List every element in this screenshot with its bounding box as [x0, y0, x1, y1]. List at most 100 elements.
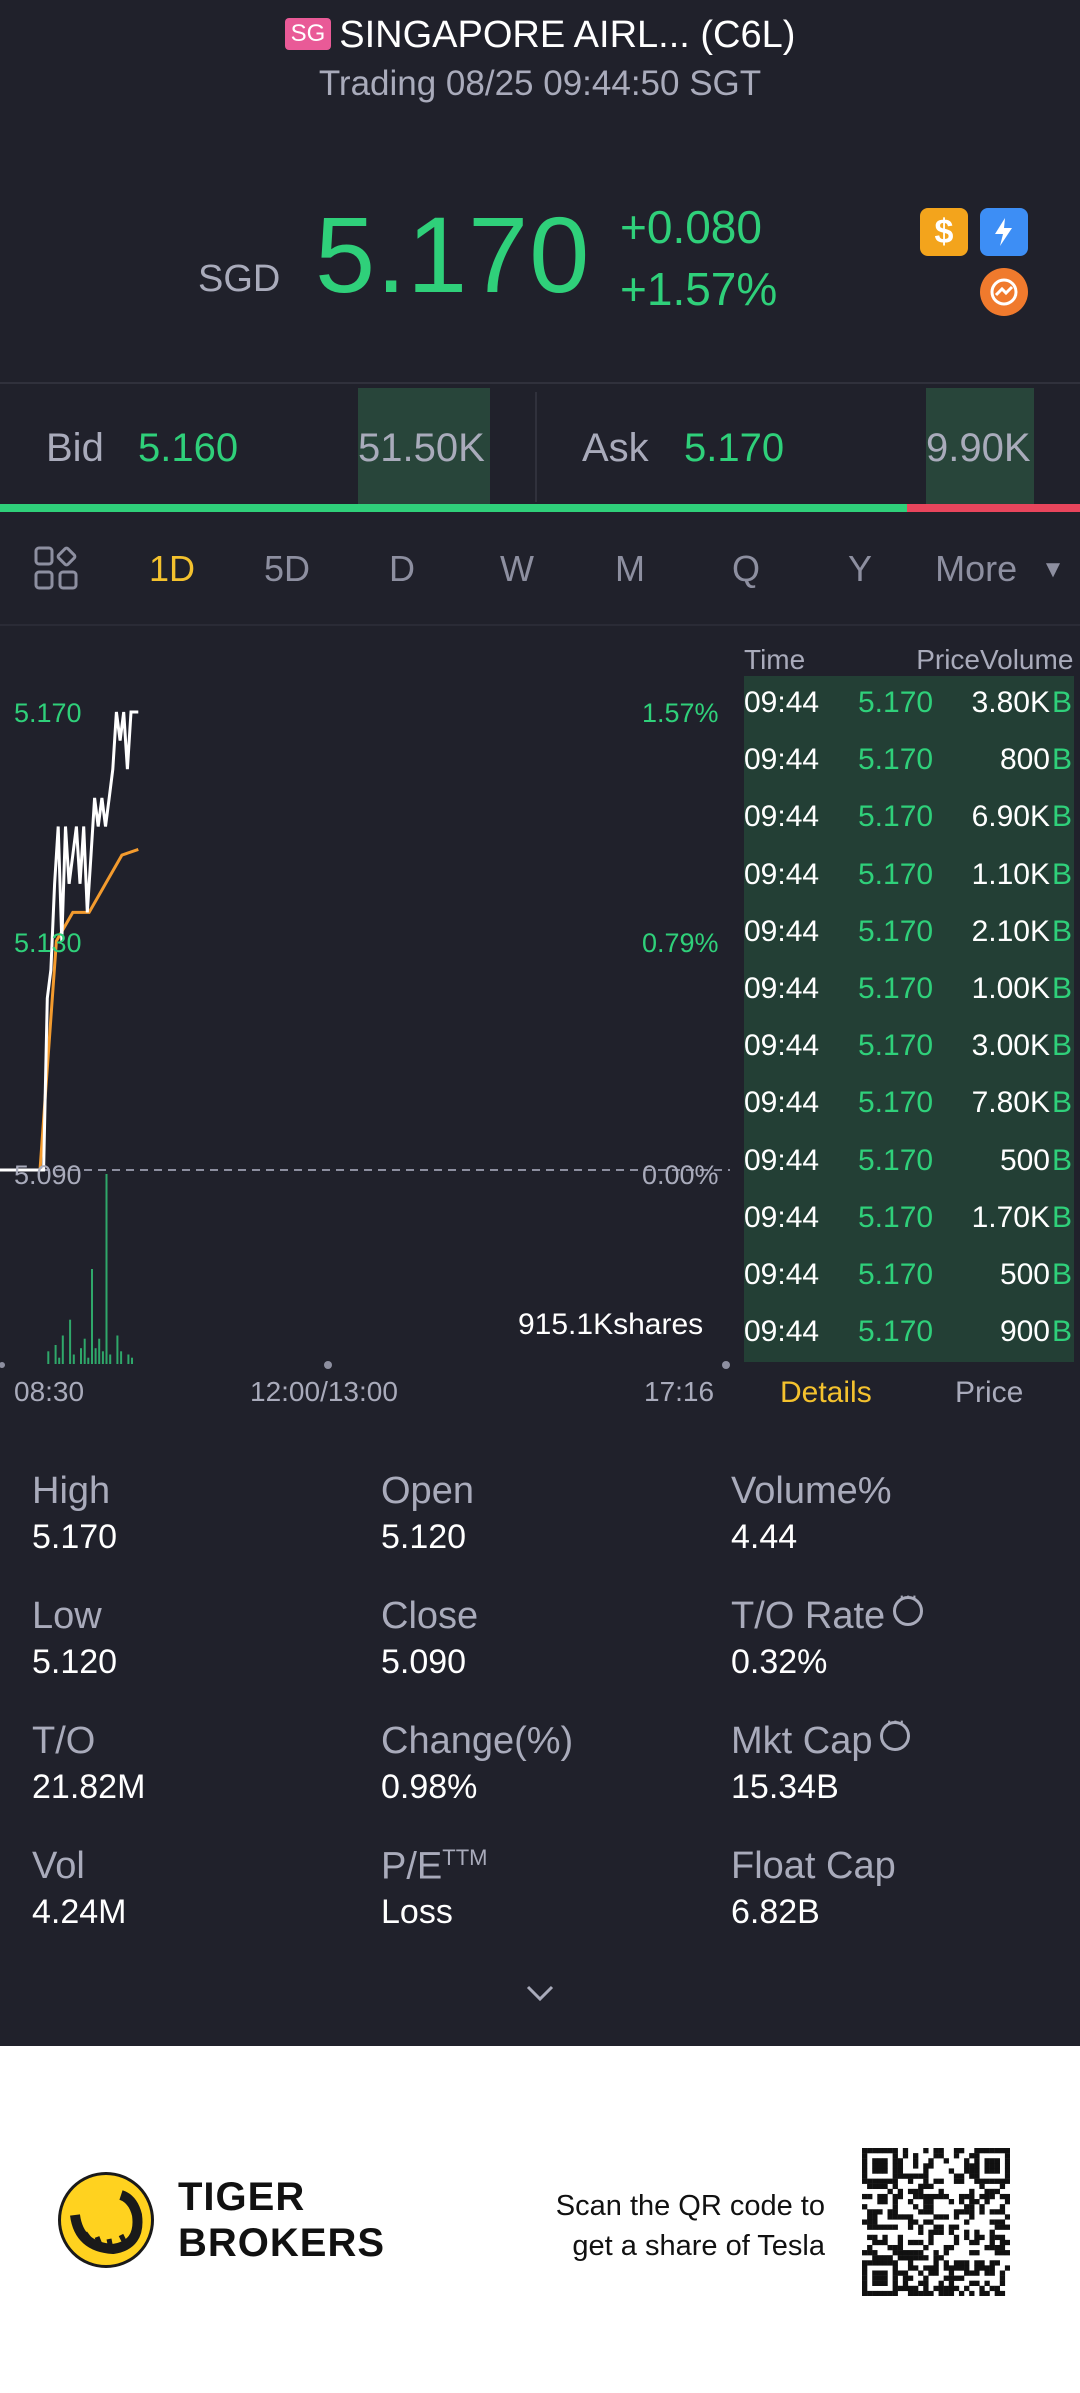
stat-value: 0.98%: [381, 1768, 478, 1806]
ticks-header: Time Price Volume: [744, 636, 1074, 680]
tick-price: 5.170: [858, 1200, 934, 1234]
stat-label: Float Cap: [731, 1845, 896, 1888]
tick-volume: 6.90K: [971, 800, 1050, 834]
stat-label-text: Change(%): [381, 1720, 574, 1762]
tick-time: 09:44: [744, 1143, 820, 1177]
tab-w[interactable]: W: [500, 548, 534, 589]
x-label-open: 08:30: [14, 1376, 85, 1407]
stat-value: 5.120: [381, 1518, 467, 1556]
volume-bar: [58, 1357, 61, 1364]
last-price: 5.170: [315, 194, 591, 315]
tick-dir: B: [1051, 1315, 1072, 1349]
tick-volume: 3.80K: [971, 686, 1050, 719]
tick-row: 09:44 5.170 500 B: [744, 1134, 1074, 1191]
tab-m[interactable]: M: [615, 548, 645, 589]
tick-time: 09:44: [744, 1200, 820, 1234]
stat-label: Volume%: [731, 1470, 892, 1513]
stat-label-superscript: TTM: [442, 1845, 488, 1870]
tick-row: 09:44 5.170 2.10K B: [744, 905, 1074, 962]
volume-bar: [87, 1357, 90, 1364]
tick-price: 5.170: [858, 800, 934, 834]
tick-row: 09:44 5.170 800 B: [744, 733, 1074, 790]
stat-value: 5.090: [381, 1643, 467, 1681]
ticks-list[interactable]: 09:44 5.170 3.80K B 09:44 5.170 800 B 09:44 5.170…: [744, 676, 1074, 1362]
tick-time: 09:44: [744, 1315, 820, 1349]
volume-bar: [101, 1351, 104, 1364]
quote-header: SG SINGAPORE AIRL... (C6L) Trading 08/25 …: [0, 0, 1080, 380]
tab-d[interactable]: D: [389, 548, 415, 589]
total-volume-label: 915.1Kshares: [518, 1308, 704, 1341]
tick-price: 5.170: [858, 972, 934, 1005]
info-more-icon[interactable]: [893, 1583, 924, 1626]
chart-canvas[interactable]: [0, 626, 730, 1386]
volume-bar: [54, 1345, 57, 1364]
stat-label: P/ETTM: [381, 1845, 487, 1889]
tick-volume: 1.70K: [971, 1200, 1050, 1234]
tick-price: 5.170: [858, 857, 934, 891]
stat-value: 21.82M: [32, 1768, 146, 1806]
ask-volume: 9.90K: [926, 426, 1031, 470]
tick-row: 09:44 5.170 1.70K B: [744, 1191, 1074, 1248]
tick-row: 09:44 5.170 3.00K B: [744, 1019, 1074, 1076]
volume-bar: [91, 1269, 93, 1364]
volume-bar: [69, 1319, 72, 1364]
layout-grid-icon[interactable]: [32, 544, 80, 592]
stat-label: T/O: [32, 1720, 95, 1763]
tick-dir: B: [1051, 1200, 1072, 1234]
tick-time: 09:44: [744, 1258, 820, 1291]
tick-time: 09:44: [744, 914, 820, 948]
tick-dir: B: [1051, 686, 1072, 719]
qr-caption: Scan the QR code to get a share of Tesla: [540, 2186, 825, 2266]
tab-1d[interactable]: 1D: [148, 548, 196, 589]
tick-price: 5.170: [858, 1029, 934, 1063]
tab-q[interactable]: Q: [731, 548, 760, 589]
tick-volume: 3.00K: [971, 1029, 1050, 1063]
pct-label-mid: 0.79%: [642, 928, 719, 958]
x-label-break: 12:00/13:00: [250, 1376, 398, 1407]
intraday-chart[interactable]: 5.170 5.130 5.090 1.57% 0.79% 0.00%: [0, 626, 730, 1386]
dollar-badge-icon[interactable]: $: [920, 208, 968, 256]
time-and-sales[interactable]: Time Price Volume 09:44 5.170 3.80K B 09:44 5…: [744, 626, 1076, 1362]
ticks-header-time: Time: [744, 644, 806, 675]
pct-label-low: 0.00%: [642, 1160, 719, 1190]
tick-dir: B: [1051, 1086, 1072, 1120]
tab-y[interactable]: Y: [847, 548, 872, 589]
stats-grid: High 5.170 Open 5.120 Volume% 4.44 Low 5.120 Clo…: [0, 1470, 1080, 1950]
tab-details[interactable]: Details: [780, 1376, 872, 1409]
volume-bars: [47, 1174, 133, 1364]
tick-dir: B: [1051, 1258, 1072, 1291]
orange-badge-icon[interactable]: [980, 268, 1028, 316]
tick-dir: B: [1051, 743, 1072, 777]
stat-label: Change(%): [381, 1720, 573, 1763]
tick-volume: 500: [999, 1258, 1050, 1291]
average-price-line: [38, 847, 139, 1171]
stat-label: Vol: [32, 1845, 85, 1888]
stat-label-text: Low: [32, 1595, 102, 1637]
volume-bar: [94, 1348, 97, 1364]
tiger-logo-icon: [58, 2172, 154, 2268]
tab-more-label: More: [935, 548, 1018, 589]
stat-label-text: Volume%: [731, 1470, 892, 1512]
volume-bar: [80, 1348, 82, 1364]
tick-price: 5.170: [858, 1315, 934, 1349]
ticks-header-price: Price: [916, 644, 980, 675]
tab-more[interactable]: More ▼: [930, 548, 1070, 590]
bid-volume: 51.50K: [358, 426, 485, 470]
tab-price[interactable]: Price: [955, 1376, 1024, 1409]
y-label-mid: 5.130: [14, 928, 82, 958]
expand-chevron-icon[interactable]: [522, 1975, 558, 2011]
qr-code[interactable]: [862, 2148, 1010, 2296]
stat-value: 5.170: [32, 1518, 118, 1556]
qr-caption-line-1: Scan the QR code to: [555, 2190, 825, 2222]
tab-5d[interactable]: 5D: [263, 548, 311, 589]
ask-price: 5.170: [684, 426, 785, 470]
stat-value: 4.44: [731, 1518, 798, 1556]
stock-title[interactable]: SG SINGAPORE AIRL... (C6L): [0, 14, 1080, 57]
flash-badge-icon[interactable]: [980, 208, 1028, 256]
tick-price: 5.170: [858, 914, 934, 948]
tick-price: 5.170: [858, 686, 934, 719]
bid-volume-highlight: [358, 388, 490, 506]
stat-label-text: High: [32, 1470, 111, 1512]
bid-label: Bid: [46, 426, 104, 470]
info-more-icon[interactable]: [880, 1708, 911, 1751]
